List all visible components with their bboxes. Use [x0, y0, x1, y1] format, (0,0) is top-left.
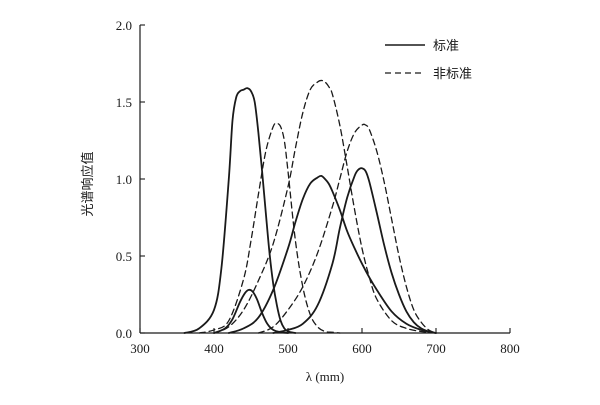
y-ticks: 0.0 0.5 1.0 1.5 2.0 — [116, 18, 145, 341]
x-tick-label: 800 — [500, 341, 520, 356]
standard-curve-3 — [227, 174, 437, 334]
x-tick-label: 400 — [204, 341, 224, 356]
y-tick-label: 2.0 — [116, 18, 132, 33]
y-axis-title: 光谱响应值 — [80, 151, 95, 216]
standard-curve-4 — [272, 167, 437, 334]
x-tick-label: 600 — [352, 341, 372, 356]
y-tick-label: 0.0 — [116, 326, 132, 341]
y-tick-label: 1.5 — [116, 95, 132, 110]
x-tick-label: 500 — [278, 341, 298, 356]
nonstandard-curve-1 — [198, 122, 341, 334]
legend-label-nonstandard: 非标准 — [433, 66, 472, 81]
x-ticks: 300 400 500 600 700 800 — [130, 328, 520, 356]
x-tick-label: 700 — [426, 341, 446, 356]
x-axis-title: λ (mm) — [306, 369, 344, 384]
y-tick-label: 1.0 — [116, 172, 132, 187]
legend-label-standard: 标准 — [433, 38, 459, 53]
legend: 标准 非标准 — [385, 38, 472, 81]
y-tick-label: 0.5 — [116, 249, 132, 264]
nonstandard-curve-3 — [257, 123, 437, 334]
curves — [183, 79, 437, 334]
standard-curve-2 — [213, 288, 289, 334]
standard-curve-1 — [183, 87, 297, 334]
x-tick-label: 300 — [130, 341, 150, 356]
nonstandard-curve-2 — [213, 79, 437, 334]
